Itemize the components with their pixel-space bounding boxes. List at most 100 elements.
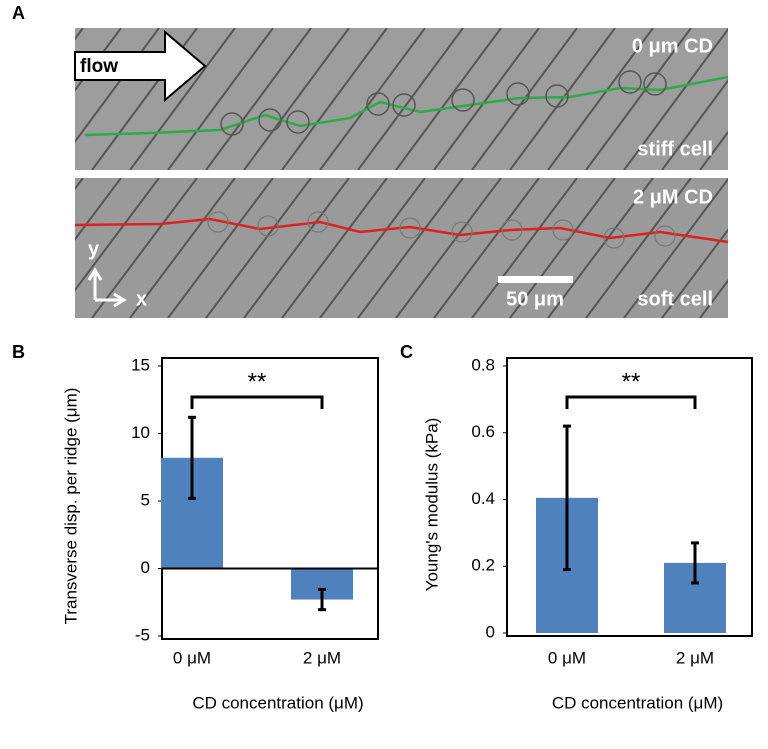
cell: [220, 112, 244, 136]
ridge: [0, 28, 45, 170]
y-tick-label: -5: [135, 625, 150, 644]
cell: [501, 219, 523, 241]
y-tick-label: 15: [131, 355, 150, 374]
ridge: [75, 178, 160, 292]
ridge: [738, 28, 768, 170]
flow-label: flow: [80, 56, 118, 77]
significance-bracket: [190, 395, 324, 409]
cell: [451, 88, 475, 112]
scale-label: 50 μm: [506, 288, 564, 310]
ridges: [0, 28, 768, 170]
cell: [366, 92, 390, 116]
ridge: [75, 28, 84, 41]
y-tick-label: 0.8: [471, 355, 495, 374]
y-tick-label: 0.6: [471, 422, 495, 441]
cell: [506, 82, 530, 106]
ridge: [699, 130, 728, 170]
ridge: [205, 178, 312, 318]
axis-label: y: [88, 238, 100, 260]
significance-label: **: [622, 368, 641, 395]
ridge: [75, 178, 122, 241]
panel-label: C: [400, 342, 413, 362]
panel-label: B: [12, 342, 25, 362]
ridge: [623, 28, 728, 170]
ridge: [547, 28, 654, 170]
cell: [399, 217, 421, 239]
y-tick-label: 10: [131, 423, 150, 442]
ridge: [547, 178, 654, 318]
cell: [286, 110, 310, 134]
condition-label: 0 μm CD: [632, 35, 713, 57]
ridge: [433, 178, 540, 318]
cell-track: [84, 75, 729, 137]
ridge: [699, 279, 728, 318]
ridge: [243, 28, 350, 170]
cell: [654, 225, 676, 247]
ridge: [661, 228, 728, 318]
ridge: [661, 79, 728, 170]
ridge: [281, 28, 388, 170]
ridge: [167, 28, 274, 170]
cell-label: soft cell: [637, 288, 713, 310]
ridge: [585, 178, 692, 318]
ridge: [205, 28, 312, 170]
ridge: [395, 178, 502, 318]
cell: [552, 219, 574, 241]
ridge: [585, 28, 692, 170]
ridge: [623, 178, 728, 318]
cell-track: [74, 217, 729, 244]
ridge: [91, 178, 198, 318]
micrograph: [75, 178, 728, 318]
cell-label: stiff cell: [637, 138, 713, 160]
x-tick-label: 0 μM: [548, 648, 586, 667]
condition-label: 2 μM CD: [633, 186, 713, 208]
cell: [618, 70, 642, 94]
y-tick-label: 0.4: [471, 489, 495, 508]
significance-label: **: [248, 368, 267, 395]
cell: [258, 108, 282, 132]
cell: [603, 227, 625, 249]
ridge: [281, 178, 388, 318]
axis-label: x: [136, 288, 147, 310]
y-tick-label: 0: [141, 558, 150, 577]
error-bar: [691, 541, 699, 585]
ridge: [395, 28, 502, 170]
ridge: [319, 28, 426, 170]
panel-label: A: [12, 3, 25, 23]
x-axis-title: CD concentration (μM): [552, 693, 723, 712]
y-axis-title: Transverse disp. per ridge (μm): [61, 388, 80, 625]
cell: [451, 221, 473, 243]
error-bar: [188, 415, 196, 500]
significance-bracket: [565, 395, 697, 409]
cell: [207, 211, 229, 233]
ridge: [75, 178, 84, 191]
y-tick-label: 0.2: [471, 556, 495, 575]
cell: [257, 215, 279, 237]
ridge: [738, 178, 768, 318]
x-tick-label: 2 μM: [303, 648, 341, 667]
y-axis-title: Young's modulus (kPa): [422, 418, 441, 592]
cell: [392, 93, 416, 117]
y-tick-label: 0: [486, 622, 495, 641]
ridges: [75, 178, 768, 318]
ridge: [509, 28, 616, 170]
ridge: [357, 178, 464, 318]
ridge: [471, 178, 578, 318]
cell: [545, 84, 569, 108]
cell: [307, 211, 329, 233]
flow-arrow: [74, 29, 207, 103]
ridge: [509, 178, 616, 318]
ridge: [357, 28, 464, 170]
ridge: [129, 178, 236, 318]
plot-frame: [506, 357, 753, 637]
cell: [643, 72, 667, 96]
ridge: [129, 28, 236, 170]
scale-bar: [498, 276, 573, 283]
x-tick-label: 2 μM: [676, 648, 714, 667]
ridge: [319, 178, 426, 318]
error-bar: [563, 424, 571, 572]
x-tick-label: 0 μM: [173, 648, 211, 667]
error-bar: [318, 587, 326, 612]
ridge: [243, 178, 350, 318]
